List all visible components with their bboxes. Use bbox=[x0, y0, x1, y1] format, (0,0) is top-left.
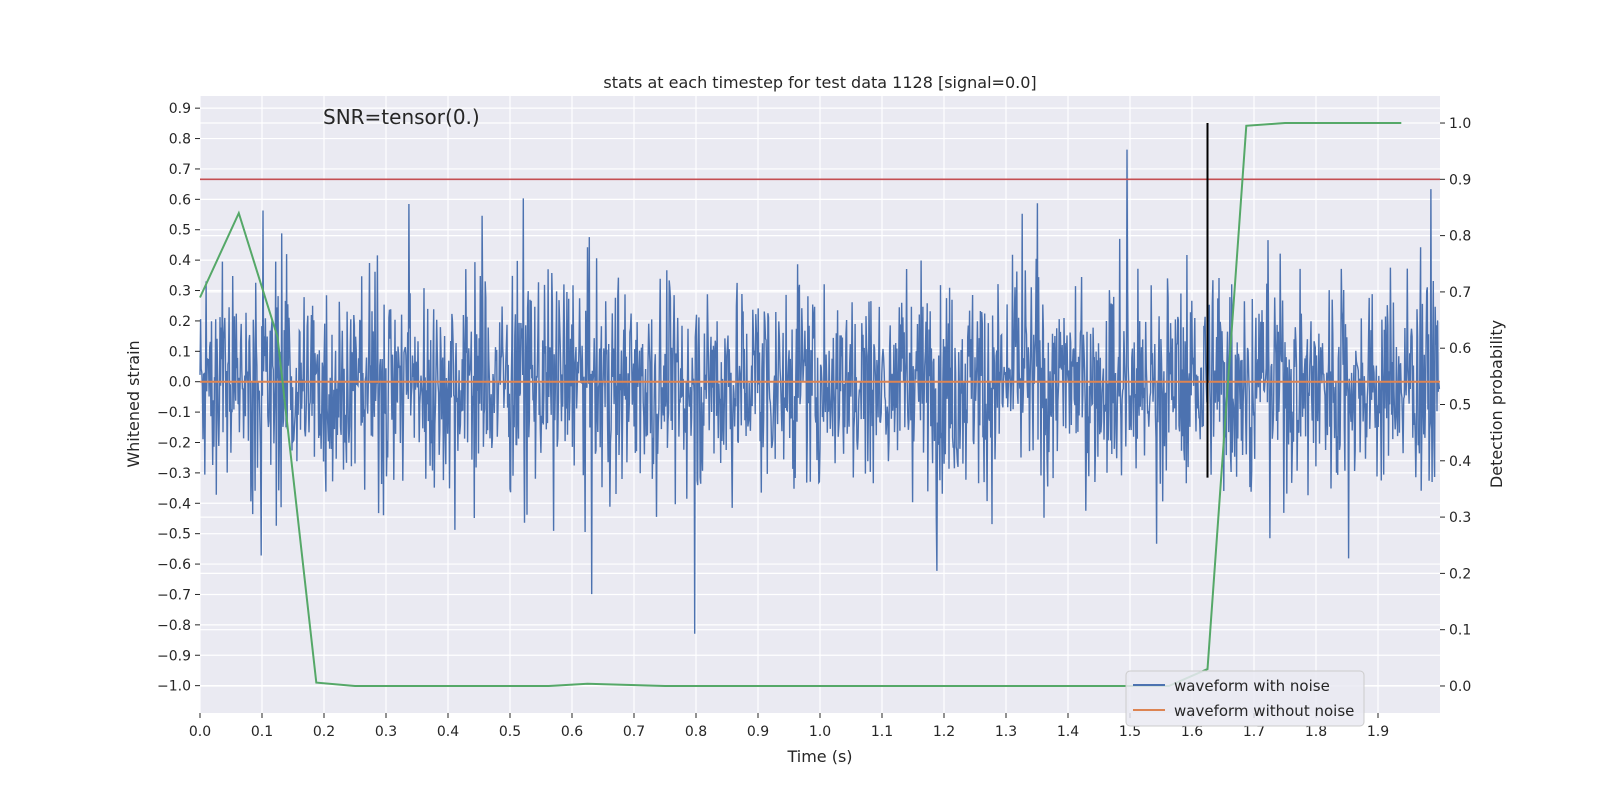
y-axis-left-ticks: 0.9 0.8 0.7 0.6 0.5 0.4 0.3 0.2 0.1 0.0 −0.1 −0.2 −0… bbox=[157, 101, 200, 695]
y-right-tick-label: 0.1 bbox=[1449, 623, 1471, 639]
y-left-tick-label: −0.4 bbox=[157, 496, 191, 512]
y-left-tick-label: 0.7 bbox=[169, 162, 191, 178]
y-left-tick-label: −0.9 bbox=[157, 648, 191, 664]
x-axis-label: Time (s) bbox=[786, 747, 852, 766]
y-right-tick-label: 0.0 bbox=[1449, 679, 1471, 695]
x-tick-label: 0.1 bbox=[251, 724, 273, 740]
noise-waveform-series bbox=[199, 149, 1441, 634]
legend-label-clean: waveform without noise bbox=[1174, 702, 1354, 720]
y-right-tick-label: 0.7 bbox=[1449, 285, 1471, 301]
x-tick-label: 0.3 bbox=[375, 724, 397, 740]
chart-title: stats at each timestep for test data 112… bbox=[603, 73, 1036, 92]
legend-box bbox=[1125, 670, 1365, 727]
x-tick-label: 0.2 bbox=[313, 724, 335, 740]
x-tick-label: 1.9 bbox=[1367, 724, 1389, 740]
y-left-tick-label: −0.7 bbox=[157, 587, 191, 603]
y-axis-right-label: Detection probability bbox=[1487, 320, 1506, 488]
y-left-tick-label: −0.1 bbox=[157, 405, 191, 421]
y-left-tick-label: −1.0 bbox=[157, 679, 191, 695]
x-tick-label: 0.8 bbox=[685, 724, 707, 740]
x-tick-label: 1.5 bbox=[1119, 724, 1141, 740]
x-tick-label: 1.0 bbox=[809, 724, 831, 740]
y-right-tick-label: 0.5 bbox=[1449, 398, 1471, 414]
y-left-tick-label: −0.8 bbox=[157, 618, 191, 634]
x-tick-label: 0.4 bbox=[437, 724, 459, 740]
x-tick-label: 1.7 bbox=[1243, 724, 1265, 740]
x-tick-label: 0.0 bbox=[189, 724, 211, 740]
snr-annotation: SNR=tensor(0.) bbox=[323, 105, 480, 129]
x-tick-label: 1.1 bbox=[871, 724, 893, 740]
x-tick-label: 0.7 bbox=[623, 724, 645, 740]
x-tick-label: 1.3 bbox=[995, 724, 1017, 740]
y-left-tick-label: −0.5 bbox=[157, 527, 191, 543]
y-left-tick-label: 0.5 bbox=[169, 223, 191, 239]
y-left-tick-label: 0.3 bbox=[169, 284, 191, 300]
y-left-tick-label: 0.8 bbox=[169, 132, 191, 148]
y-left-tick-label: −0.6 bbox=[157, 557, 191, 573]
x-axis-ticks: 0.0 0.1 0.2 0.3 0.4 0.5 0.6 0.7 0.8 0.9 1.0 1.1 1.2 1… bbox=[189, 713, 1389, 740]
y-left-tick-label: 0.6 bbox=[169, 192, 191, 208]
y-right-tick-label: 0.6 bbox=[1449, 341, 1471, 357]
y-right-tick-label: 1.0 bbox=[1449, 116, 1471, 132]
y-right-tick-label: 0.3 bbox=[1449, 510, 1471, 526]
x-tick-label: 0.9 bbox=[747, 724, 769, 740]
x-tick-label: 1.2 bbox=[933, 724, 955, 740]
x-tick-label: 1.6 bbox=[1181, 724, 1203, 740]
x-tick-label: 1.4 bbox=[1057, 724, 1079, 740]
noise-waveform-line bbox=[199, 149, 1441, 634]
legend: waveform with noise waveform without noi… bbox=[1125, 670, 1365, 727]
legend-label-noise: waveform with noise bbox=[1174, 677, 1330, 695]
y-axis-left-label: Whitened strain bbox=[124, 340, 143, 467]
y-right-tick-label: 0.4 bbox=[1449, 454, 1471, 470]
y-left-tick-label: 0.4 bbox=[169, 253, 191, 269]
y-left-tick-label: −0.3 bbox=[157, 466, 191, 482]
y-left-tick-label: 0.1 bbox=[169, 344, 191, 360]
y-right-tick-label: 0.8 bbox=[1449, 229, 1471, 245]
y-axis-right-ticks: 1.0 0.9 0.8 0.7 0.6 0.5 0.4 0.3 0.2 0.1 0.0 bbox=[1440, 116, 1471, 695]
y-left-tick-label: 0.0 bbox=[169, 375, 191, 391]
y-left-tick-label: −0.2 bbox=[157, 435, 191, 451]
x-tick-label: 1.8 bbox=[1305, 724, 1327, 740]
x-tick-label: 0.5 bbox=[499, 724, 521, 740]
y-left-tick-label: 0.9 bbox=[169, 101, 191, 117]
y-right-tick-label: 0.2 bbox=[1449, 566, 1471, 582]
x-tick-label: 0.6 bbox=[561, 724, 583, 740]
y-left-tick-label: 0.2 bbox=[169, 314, 191, 330]
y-right-tick-label: 0.9 bbox=[1449, 172, 1471, 188]
